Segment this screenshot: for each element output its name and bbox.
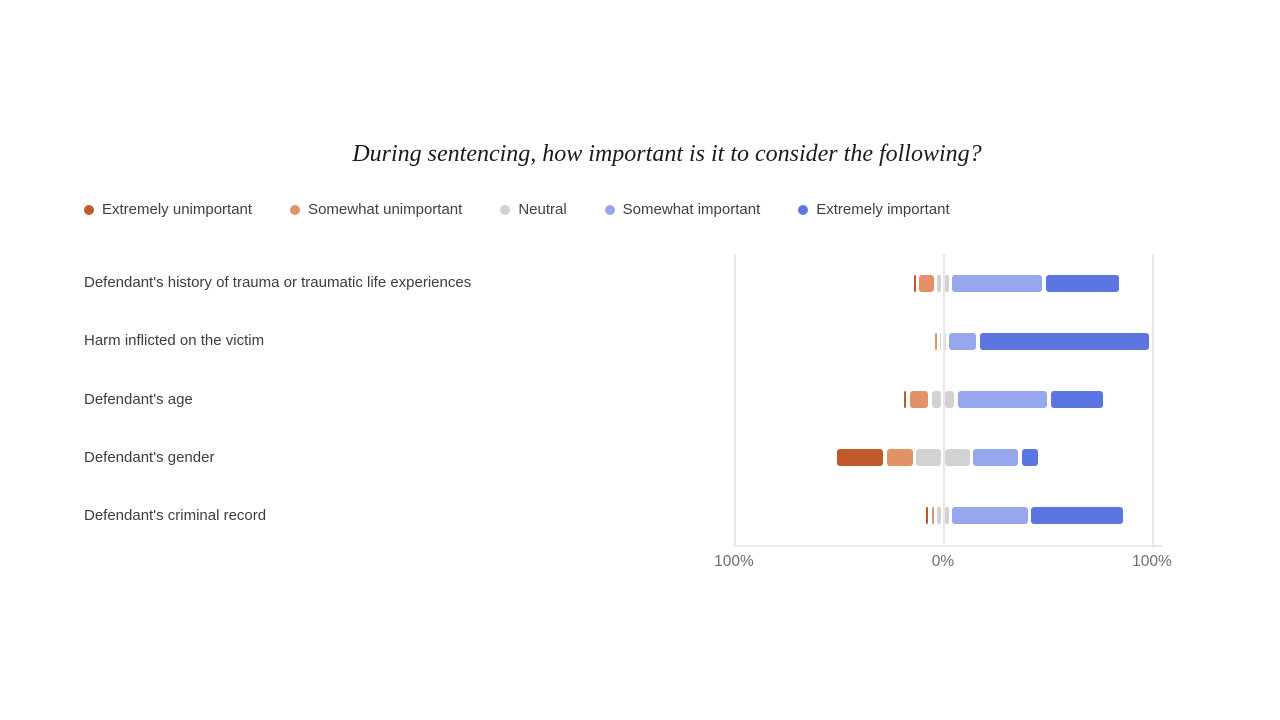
row-label-defendant-s-gender: Defendant's gender <box>84 448 215 466</box>
bar-segment-neutral-right <box>944 391 955 408</box>
bar-segment-extremely-unimportant <box>913 274 916 292</box>
x-tick-label-100pct: 100% <box>1132 553 1172 570</box>
bar-segment-neutral-right <box>944 332 946 350</box>
legend-label-somewhat-unimportant: Somewhat unimportant <box>308 201 463 218</box>
row-label-harm-inflicted-on-the-victim: Harm inflicted on the victim <box>84 332 265 350</box>
bar-segment-somewhat-unimportant <box>931 507 934 525</box>
bar-segment-somewhat-important <box>949 332 977 350</box>
bar-segment-neutral-left <box>931 391 942 408</box>
bar-segment-neutral-left <box>937 507 942 525</box>
bar-segment-somewhat-unimportant <box>909 391 929 408</box>
gridline-plus-100 <box>1152 254 1154 545</box>
axis-bottom-border <box>734 545 1162 547</box>
bar-segment-neutral-left <box>937 274 942 292</box>
bar-segment-somewhat-important <box>952 507 1028 525</box>
legend-label-extremely-important: Extremely important <box>816 201 950 218</box>
bar-segment-neutral-right <box>944 449 970 467</box>
row-label-defendant-s-age: Defendant's age <box>84 390 193 408</box>
bar-segment-extremely-important <box>1021 449 1039 467</box>
bar-segment-extremely-important <box>979 332 1149 350</box>
legend-dot-icon-somewhat-important <box>604 204 615 215</box>
bar-segment-somewhat-important <box>973 449 1019 467</box>
bar-segment-neutral-left <box>916 449 942 467</box>
legend-item-neutral: Neutral <box>500 201 567 218</box>
legend-dot-icon-extremely-important <box>798 204 809 215</box>
bar-segment-somewhat-important <box>957 391 1048 408</box>
bar-segment-somewhat-unimportant <box>886 449 913 467</box>
legend-item-extremely-unimportant: Extremely unimportant <box>84 201 252 218</box>
bar-segment-neutral-left <box>940 332 942 350</box>
legend-label-somewhat-important: Somewhat important <box>622 201 761 218</box>
legend-dot-icon-somewhat-unimportant <box>290 204 301 215</box>
legend-item-somewhat-unimportant: Somewhat unimportant <box>290 201 462 218</box>
legend-dot-icon-extremely-unimportant <box>84 204 94 215</box>
bar-segment-neutral-right <box>944 274 949 292</box>
bar-segment-extremely-important <box>1050 391 1104 408</box>
legend-dot-icon-neutral <box>500 204 511 215</box>
bar-segment-extremely-unimportant <box>926 507 929 525</box>
bar-segment-neutral-right <box>944 507 949 525</box>
bar-segment-extremely-unimportant <box>904 391 907 408</box>
legend-label-neutral: Neutral <box>518 201 567 218</box>
bar-segment-somewhat-unimportant <box>934 332 937 350</box>
axis-left-border <box>734 254 736 545</box>
legend-item-somewhat-important: Somewhat important <box>604 201 761 218</box>
bar-segment-somewhat-unimportant <box>919 274 934 292</box>
bar-segment-extremely-important <box>1030 507 1123 525</box>
row-label-defendant-s-history-of-trauma-: Defendant's history of trauma or traumat… <box>84 274 472 292</box>
legend: Extremely unimportant Somewhat unimportan… <box>84 201 950 218</box>
bar-segment-somewhat-important <box>952 274 1043 292</box>
row-label-defendant-s-criminal-record: Defendant's criminal record <box>84 506 267 524</box>
chart-title: During sentencing, how important is it t… <box>352 141 982 167</box>
bar-segment-extremely-unimportant <box>837 449 884 467</box>
bar-segment-extremely-important <box>1045 274 1119 292</box>
x-tick-label-0pct: 0% <box>931 553 955 570</box>
x-tick-label-100pct: 100% <box>714 553 754 570</box>
legend-item-extremely-important: Extremely important <box>798 201 950 218</box>
gridline-zero <box>943 254 945 545</box>
legend-label-extremely-unimportant: Extremely unimportant <box>102 201 253 218</box>
